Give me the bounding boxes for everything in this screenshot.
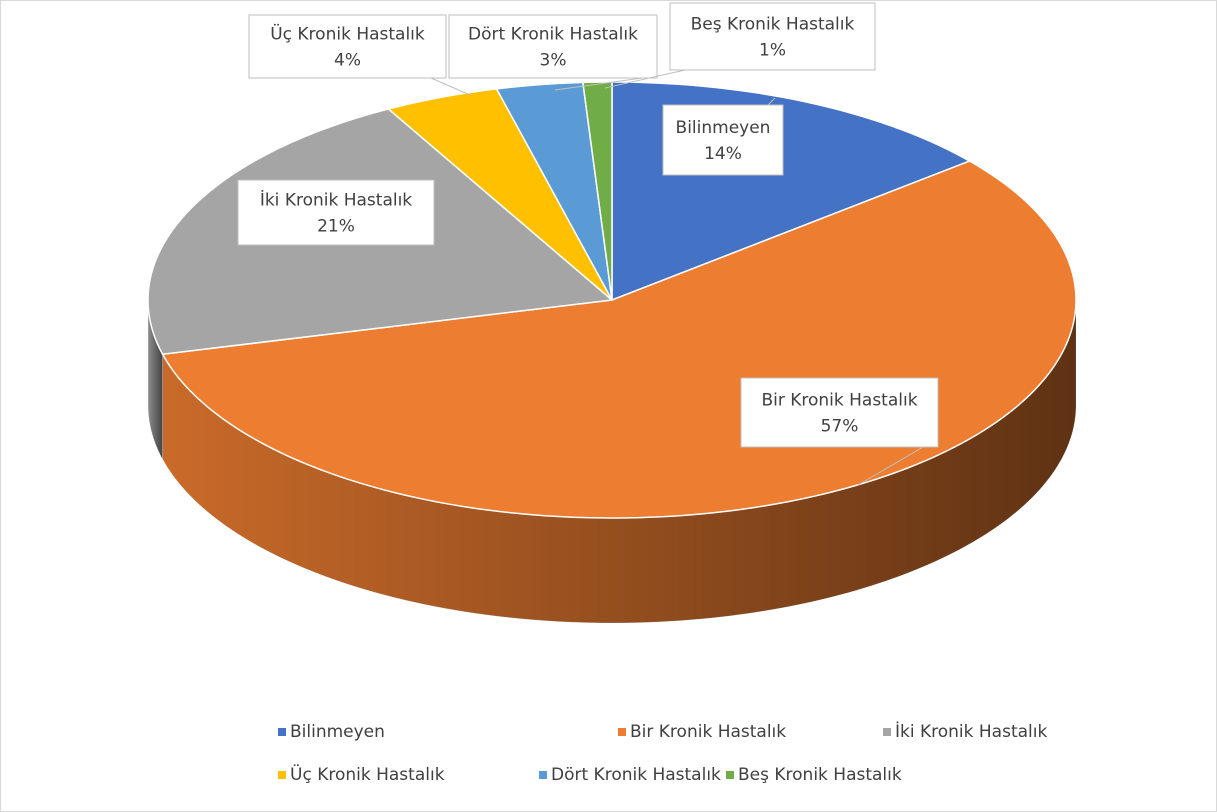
callout-box	[740, 377, 939, 448]
legend-label: Üç Kronik Hastalık	[290, 763, 445, 785]
callout-pointer	[767, 97, 776, 106]
slice	[386, 88, 613, 301]
legend-swatch	[278, 728, 286, 736]
callout-name: İki Kronik Hastalık	[260, 190, 412, 211]
data-label: 3%	[540, 51, 567, 71]
legend-swatch	[539, 771, 547, 779]
data-label: 4%	[334, 51, 361, 71]
legend-label: Beş Kronik Hastalık	[738, 765, 902, 785]
callout-name: Üç Kronik Hastalık	[270, 23, 425, 45]
callout-name: Dört Kronik Hastalık	[468, 25, 638, 45]
data-label: 57%	[821, 417, 859, 437]
callout-box	[669, 2, 876, 71]
legend-swatch	[883, 728, 891, 736]
data-callout: Üç Kronik Hastalık 4%	[248, 14, 471, 96]
callout-name: Bilinmeyen	[676, 118, 771, 138]
data-callout: Beş Kronik Hastalık 1%	[604, 2, 876, 89]
legend-swatch	[726, 771, 734, 779]
data-callout: Dört Kronik Hastalık 3%	[448, 14, 658, 91]
callout-name: Beş Kronik Hastalık	[691, 15, 855, 35]
callout-name: Bir Kronik Hastalık	[761, 391, 917, 411]
callout-box	[662, 104, 784, 176]
callout-box	[248, 14, 447, 79]
data-callout: Bir Kronik Hastalık 57%	[740, 377, 939, 486]
data-label: 14%	[704, 144, 742, 164]
slice-side-shade	[148, 300, 163, 460]
legend-swatch	[618, 728, 626, 736]
data-label: 21%	[317, 217, 355, 237]
legend-swatch	[278, 771, 286, 779]
data-callout: İki Kronik Hastalık 21%	[237, 179, 435, 246]
legend-label: İki Kronik Hastalık	[895, 721, 1047, 742]
legend-label: Bir Kronik Hastalık	[630, 722, 786, 742]
callout-pointer	[430, 77, 471, 96]
callout-box	[448, 14, 658, 79]
data-label: 1%	[759, 41, 786, 61]
callout-pointer	[604, 69, 686, 89]
callout-pointer	[554, 77, 643, 91]
callout-pointer	[857, 446, 924, 486]
slice-side-shade	[162, 300, 1077, 623]
legend-label: Dört Kronik Hastalık	[551, 765, 721, 785]
legend-label: Bilinmeyen	[290, 722, 385, 742]
data-callout: Bilinmeyen 14%	[662, 97, 784, 176]
slice	[495, 81, 613, 301]
callout-box	[237, 179, 435, 246]
